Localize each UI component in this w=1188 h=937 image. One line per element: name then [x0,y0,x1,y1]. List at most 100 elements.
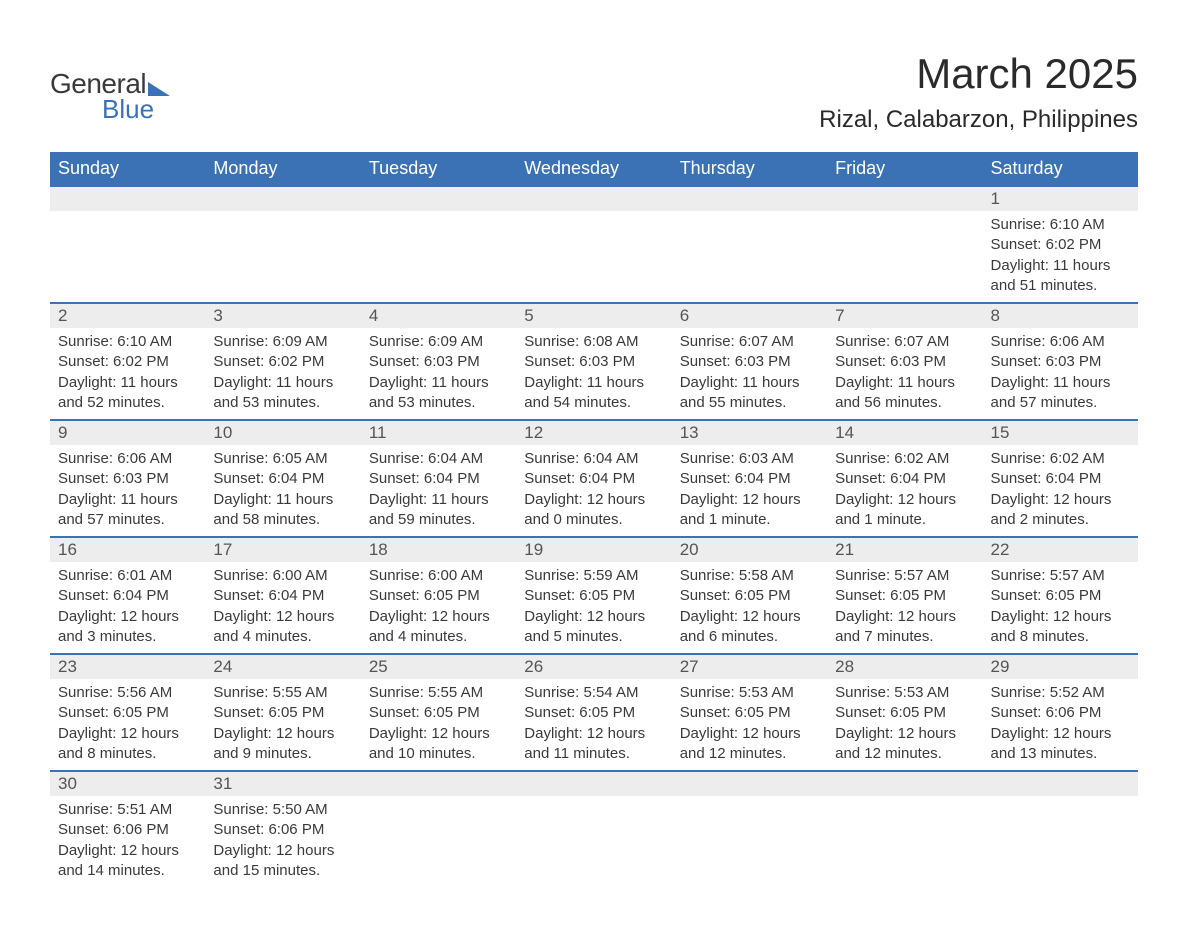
day-content [516,211,671,241]
calendar-day-cell: 2Sunrise: 6:10 AMSunset: 6:02 PMDaylight… [50,303,205,420]
calendar-day-cell: 27Sunrise: 5:53 AMSunset: 6:05 PMDayligh… [672,654,827,771]
calendar-week-row: 1Sunrise: 6:10 AMSunset: 6:02 PMDaylight… [50,186,1138,303]
calendar-day-cell: 17Sunrise: 6:00 AMSunset: 6:04 PMDayligh… [205,537,360,654]
sunset-text: Sunset: 6:05 PM [991,586,1130,606]
sunrise-text: Sunrise: 6:06 AM [991,332,1130,352]
calendar-day-cell: 25Sunrise: 5:55 AMSunset: 6:05 PMDayligh… [361,654,516,771]
sunset-text: Sunset: 6:05 PM [369,703,508,723]
daylight-text: Daylight: 12 hours and 11 minutes. [524,724,663,765]
daylight-text: Daylight: 12 hours and 1 minute. [680,490,819,531]
calendar-day-cell: 29Sunrise: 5:52 AMSunset: 6:06 PMDayligh… [983,654,1138,771]
daylight-text: Daylight: 12 hours and 5 minutes. [524,607,663,648]
daylight-text: Daylight: 11 hours and 57 minutes. [58,490,197,531]
day-number: 26 [516,655,671,679]
calendar-day-cell: 18Sunrise: 6:00 AMSunset: 6:05 PMDayligh… [361,537,516,654]
logo: General Blue [50,68,170,125]
calendar-day-cell: 31Sunrise: 5:50 AMSunset: 6:06 PMDayligh… [205,771,360,887]
day-content: Sunrise: 6:00 AMSunset: 6:04 PMDaylight:… [205,562,360,653]
sunrise-text: Sunrise: 6:06 AM [58,449,197,469]
daylight-text: Daylight: 11 hours and 58 minutes. [213,490,352,531]
sunrise-text: Sunrise: 5:55 AM [213,683,352,703]
day-content: Sunrise: 6:02 AMSunset: 6:04 PMDaylight:… [827,445,982,536]
day-number [983,772,1138,796]
day-content [672,211,827,241]
day-content: Sunrise: 6:08 AMSunset: 6:03 PMDaylight:… [516,328,671,419]
day-content: Sunrise: 5:59 AMSunset: 6:05 PMDaylight:… [516,562,671,653]
day-content: Sunrise: 5:57 AMSunset: 6:05 PMDaylight:… [827,562,982,653]
calendar-day-cell: 13Sunrise: 6:03 AMSunset: 6:04 PMDayligh… [672,420,827,537]
calendar-day-cell: 10Sunrise: 6:05 AMSunset: 6:04 PMDayligh… [205,420,360,537]
sunset-text: Sunset: 6:04 PM [213,586,352,606]
day-content [205,211,360,241]
day-number: 23 [50,655,205,679]
day-number: 29 [983,655,1138,679]
day-number [827,772,982,796]
sunrise-text: Sunrise: 6:05 AM [213,449,352,469]
calendar-day-cell: 15Sunrise: 6:02 AMSunset: 6:04 PMDayligh… [983,420,1138,537]
day-content: Sunrise: 5:55 AMSunset: 6:05 PMDaylight:… [205,679,360,770]
sunrise-text: Sunrise: 6:08 AM [524,332,663,352]
calendar-day-cell [361,186,516,303]
calendar-day-cell: 4Sunrise: 6:09 AMSunset: 6:03 PMDaylight… [361,303,516,420]
sunrise-text: Sunrise: 5:54 AM [524,683,663,703]
daylight-text: Daylight: 12 hours and 8 minutes. [58,724,197,765]
day-number: 5 [516,304,671,328]
calendar-day-cell [205,186,360,303]
daylight-text: Daylight: 12 hours and 15 minutes. [213,841,352,882]
calendar-week-row: 30Sunrise: 5:51 AMSunset: 6:06 PMDayligh… [50,771,1138,887]
day-number [672,187,827,211]
daylight-text: Daylight: 12 hours and 0 minutes. [524,490,663,531]
sunset-text: Sunset: 6:06 PM [991,703,1130,723]
logo-text-blue: Blue [102,94,154,125]
calendar-day-cell: 12Sunrise: 6:04 AMSunset: 6:04 PMDayligh… [516,420,671,537]
day-number: 3 [205,304,360,328]
day-content: Sunrise: 6:03 AMSunset: 6:04 PMDaylight:… [672,445,827,536]
sunrise-text: Sunrise: 5:50 AM [213,800,352,820]
daylight-text: Daylight: 11 hours and 53 minutes. [213,373,352,414]
page-header: General Blue March 2025 Rizal, Calabarzo… [50,50,1138,134]
calendar-header-row: Sunday Monday Tuesday Wednesday Thursday… [50,152,1138,186]
sunrise-text: Sunrise: 6:09 AM [213,332,352,352]
day-number: 18 [361,538,516,562]
sunrise-text: Sunrise: 6:09 AM [369,332,508,352]
sunset-text: Sunset: 6:03 PM [835,352,974,372]
day-number: 1 [983,187,1138,211]
calendar-day-cell: 6Sunrise: 6:07 AMSunset: 6:03 PMDaylight… [672,303,827,420]
day-content: Sunrise: 5:52 AMSunset: 6:06 PMDaylight:… [983,679,1138,770]
sunset-text: Sunset: 6:05 PM [835,703,974,723]
day-content [827,211,982,241]
calendar-week-row: 16Sunrise: 6:01 AMSunset: 6:04 PMDayligh… [50,537,1138,654]
daylight-text: Daylight: 12 hours and 12 minutes. [680,724,819,765]
calendar-day-cell: 3Sunrise: 6:09 AMSunset: 6:02 PMDaylight… [205,303,360,420]
daylight-text: Daylight: 11 hours and 57 minutes. [991,373,1130,414]
day-number: 25 [361,655,516,679]
day-content: Sunrise: 6:00 AMSunset: 6:05 PMDaylight:… [361,562,516,653]
sunrise-text: Sunrise: 6:04 AM [369,449,508,469]
daylight-text: Daylight: 11 hours and 59 minutes. [369,490,508,531]
calendar-day-cell: 22Sunrise: 5:57 AMSunset: 6:05 PMDayligh… [983,537,1138,654]
day-number: 15 [983,421,1138,445]
sunrise-text: Sunrise: 6:07 AM [835,332,974,352]
sunrise-text: Sunrise: 5:55 AM [369,683,508,703]
sunset-text: Sunset: 6:03 PM [58,469,197,489]
sunrise-text: Sunrise: 6:00 AM [369,566,508,586]
sunset-text: Sunset: 6:06 PM [58,820,197,840]
day-number [516,187,671,211]
calendar-table: Sunday Monday Tuesday Wednesday Thursday… [50,152,1138,887]
day-number: 7 [827,304,982,328]
calendar-day-cell [827,771,982,887]
daylight-text: Daylight: 11 hours and 56 minutes. [835,373,974,414]
sunrise-text: Sunrise: 5:59 AM [524,566,663,586]
sunset-text: Sunset: 6:05 PM [524,586,663,606]
day-content [361,211,516,241]
calendar-day-cell: 16Sunrise: 6:01 AMSunset: 6:04 PMDayligh… [50,537,205,654]
daylight-text: Daylight: 11 hours and 51 minutes. [991,256,1130,297]
sunset-text: Sunset: 6:04 PM [680,469,819,489]
calendar-day-cell: 30Sunrise: 5:51 AMSunset: 6:06 PMDayligh… [50,771,205,887]
day-number: 19 [516,538,671,562]
day-content: Sunrise: 6:09 AMSunset: 6:02 PMDaylight:… [205,328,360,419]
location-text: Rizal, Calabarzon, Philippines [819,106,1138,134]
day-content: Sunrise: 6:04 AMSunset: 6:04 PMDaylight:… [361,445,516,536]
sunset-text: Sunset: 6:05 PM [524,703,663,723]
day-number: 11 [361,421,516,445]
